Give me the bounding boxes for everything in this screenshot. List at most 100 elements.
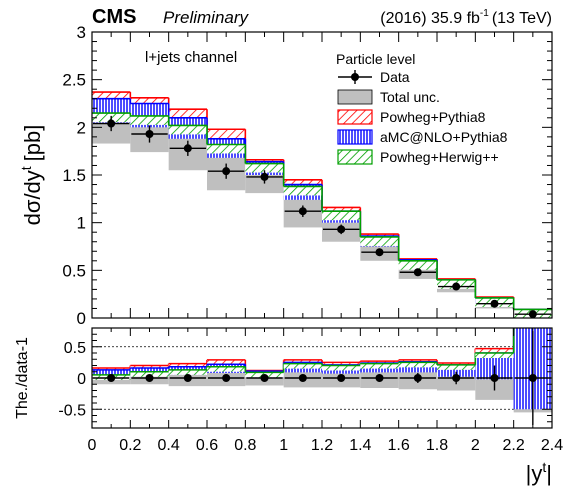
lumi-label: (2016) 35.9 fb-1 (13 TeV) [380, 8, 552, 27]
main-panel-axes: 0 0.5 1 1.5 2 2.5 3 [62, 23, 553, 328]
y-tick-label: 2.5 [62, 71, 86, 90]
channel-label: l+jets channel [145, 49, 237, 66]
data-point [528, 374, 537, 382]
x-tick-label: 1 [279, 437, 288, 454]
data-point [298, 374, 307, 382]
amcatnlo-pythia8-band [437, 364, 476, 377]
ratio-xlabel-close: | [546, 461, 552, 486]
x-tick-label: 0.6 [196, 437, 218, 454]
data-point [183, 374, 192, 382]
x-tick-label: 0.8 [234, 437, 256, 454]
powheg-herwig-band [168, 369, 207, 375]
powheg-herwig-band [360, 363, 399, 369]
lumi-text: (2016) 35.9 fb [380, 10, 480, 27]
data-point [145, 130, 154, 139]
data-point [490, 299, 499, 308]
powheg-pythia8-band [130, 97, 169, 107]
y-tick-label: 1 [77, 214, 86, 233]
legend-entry-powheg-pythia8: Powheg+Pythia8 [337, 109, 486, 125]
legend-entry-total-unc: Total unc. [337, 89, 440, 105]
status-label: Preliminary [163, 8, 250, 27]
ratio-panel-data-points [93, 331, 551, 425]
ratio-xlabel-sup: t [542, 459, 546, 475]
main-ylabel-unit: [pb] [20, 125, 45, 162]
data-point [413, 374, 422, 382]
experiment-label: CMS [92, 6, 136, 28]
powheg-herwig-band [322, 211, 361, 221]
y-tick-label: 0.5 [64, 340, 86, 357]
legend-data-label: Data [380, 69, 410, 85]
main-panel-data-points [93, 115, 551, 319]
data-point [337, 374, 346, 382]
legend-powheg-herwig-swatch [337, 149, 373, 165]
powheg-pythia8-band [92, 92, 131, 102]
powheg-herwig-band [360, 236, 399, 246]
data-point [107, 119, 116, 128]
legend-title: Particle level [336, 51, 415, 67]
legend-powheg-herwig-label: Powheg+Herwig++ [380, 149, 499, 165]
x-tick-label: 0.4 [158, 437, 180, 454]
y-tick-label: 1.5 [62, 166, 86, 185]
legend-entry-amcatnlo-pythia8: aMC@NLO+Pythia8 [337, 129, 508, 145]
powheg-herwig-band [475, 353, 514, 358]
lumi-unit-exponent: -1 [480, 8, 489, 19]
y-tick-label: 2 [77, 118, 86, 137]
ratio-xlabel-text: |y [526, 461, 543, 486]
data-point [145, 374, 154, 382]
amcatnlo-pythia8-band [92, 369, 131, 378]
x-tick-label: 1.8 [426, 437, 448, 454]
powheg-herwig-band [207, 366, 246, 372]
main-panel-frame [91, 31, 553, 319]
data-point [375, 374, 384, 382]
data-point [222, 374, 231, 382]
x-tick-label: 2 [471, 437, 480, 454]
powheg-herwig-band [437, 364, 476, 370]
powheg-herwig-band [283, 186, 322, 196]
powheg-pythia8-band [207, 129, 246, 139]
data-point [107, 374, 116, 382]
y-tick-label: 0.5 [62, 261, 86, 280]
x-tick-label: 2.2 [503, 437, 525, 454]
data-point [260, 172, 269, 181]
data-point [183, 144, 192, 153]
powheg-herwig-band [130, 115, 169, 125]
x-tick-label: 0.2 [119, 437, 141, 454]
powheg-pythia8-band [514, 300, 552, 305]
powheg-herwig-band [245, 163, 284, 173]
main-ylabel-sup: t [18, 166, 34, 170]
data-point [452, 282, 461, 291]
x-tick-label: 2.4 [541, 437, 563, 454]
data-point [375, 248, 384, 257]
ratio-panel-axes: 0.5 0 -0.5 0 0.2 0.4 0.6 0.8 1 1.2 1.4 1.6 1.8 2 2.2 2.… [58, 327, 563, 454]
powheg-pythia8-band [207, 359, 246, 365]
powheg-herwig-band [514, 300, 552, 305]
legend-entry-data: Data [338, 69, 410, 85]
data-point [222, 167, 231, 176]
legend-total-unc-swatch [337, 89, 373, 105]
y-tick-label: -0.5 [58, 402, 86, 419]
y-tick-label: 0 [77, 309, 86, 328]
data-point [260, 374, 269, 382]
data-point [490, 374, 499, 382]
legend-powheg-pythia8-label: Powheg+Pythia8 [380, 109, 486, 125]
y-tick-label: 3 [77, 23, 86, 42]
powheg-herwig-band [322, 365, 361, 371]
powheg-pythia8-band [168, 109, 207, 119]
legend-data-marker [351, 73, 359, 81]
data-point [452, 374, 461, 382]
powheg-herwig-band [398, 362, 437, 368]
legend-powheg-pythia8-swatch [337, 109, 373, 125]
x-tick-label: 0 [88, 437, 97, 454]
legend-amcatnlo-pythia8-swatch [337, 129, 373, 145]
ratio-ylabel: The./data-1 [14, 337, 31, 419]
powheg-herwig-band [283, 363, 322, 369]
legend-total-unc-label: Total unc. [380, 89, 440, 105]
powheg-herwig-band [168, 125, 207, 135]
powheg-pythia8-band [475, 348, 514, 354]
main-ylabel: dσ/dyt [pb] [18, 125, 45, 226]
energy-text: (13 TeV) [492, 10, 552, 27]
x-tick-label: 1.2 [311, 437, 333, 454]
legend: Particle level Data Total unc. Powheg+Py… [336, 51, 508, 165]
y-tick-label: 0 [77, 371, 86, 388]
